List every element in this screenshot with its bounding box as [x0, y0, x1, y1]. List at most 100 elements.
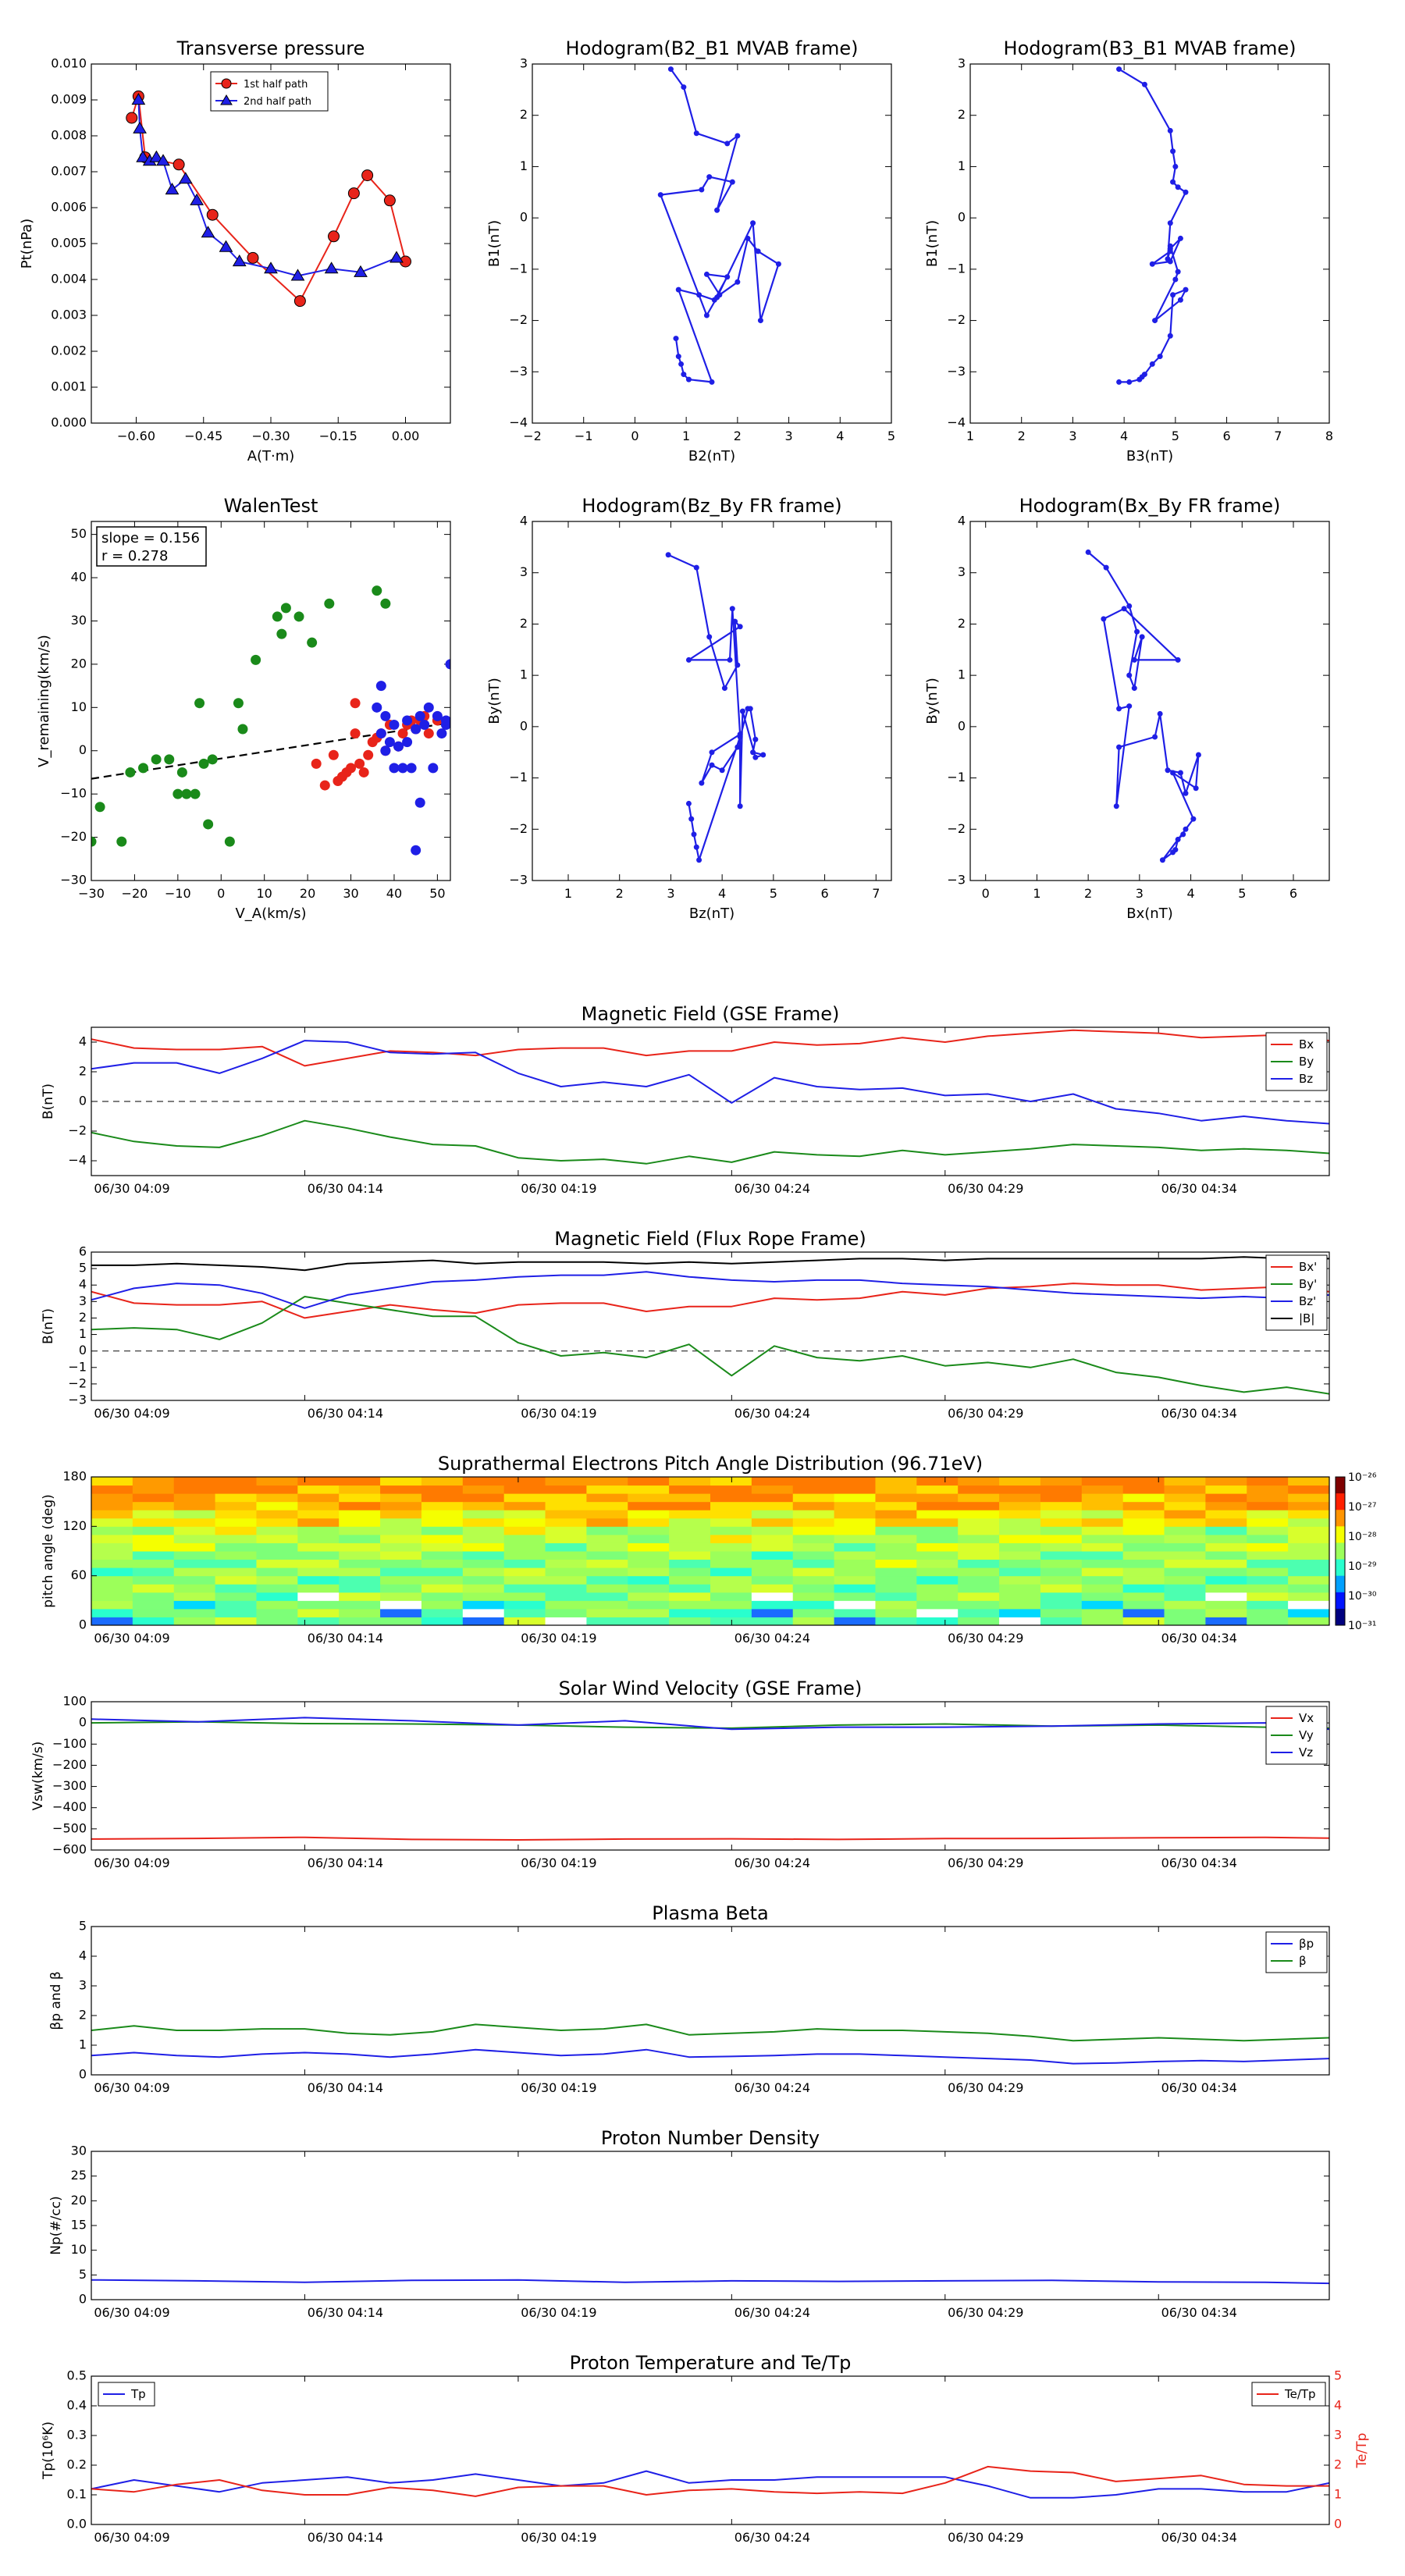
pad-heat-cell — [173, 1501, 216, 1510]
pad-heat-cell — [215, 1526, 257, 1535]
hodogram-bxby-point — [1157, 710, 1163, 717]
pad-heat-cell — [256, 1600, 298, 1610]
beta-chart-ytick-label: 0 — [79, 2067, 87, 2082]
pad-heat-cell — [586, 1600, 628, 1610]
hodogram-bxby-panel: Hodogram(Bx_By FR frame) −3 −2 −1 0 1 2 3 4 0 1 2 3 4… — [924, 495, 1330, 922]
pad-heat-cell — [1247, 1559, 1289, 1568]
pad-heat-cell — [421, 1526, 464, 1535]
pad-heat-cell — [1164, 1485, 1206, 1494]
pad-heat-cell — [91, 1551, 133, 1560]
pad-colorbar-segment — [1336, 1542, 1345, 1560]
pad-heat-cell — [132, 1493, 175, 1503]
mag-fr-chart-ytick-label: 0 — [79, 1343, 87, 1357]
pad-heat-cell — [421, 1600, 464, 1610]
pad-heat-cell — [173, 1493, 216, 1503]
walen-point-green — [307, 637, 318, 648]
hodogram-bxby-point — [1190, 816, 1197, 822]
pad-heat-cell — [1288, 1608, 1330, 1617]
hodogram-bzby-point — [719, 767, 725, 774]
pad-heat-cell — [421, 1617, 464, 1626]
mag-fr-series-Bx — [91, 1283, 1329, 1319]
pad-heat-cell — [628, 1501, 670, 1510]
np-chart-title: Proton Number Density — [601, 2127, 820, 2149]
pad-heat-cell — [710, 1526, 752, 1535]
hodogram-bxby-ylabel: By(nT) — [924, 678, 941, 724]
pad-heat-cell — [669, 1542, 711, 1552]
pad-heat-cell — [132, 1542, 175, 1552]
pad-heat-cell — [916, 1575, 959, 1585]
pad-heat-cell — [1164, 1517, 1206, 1527]
pad-heat-cell — [792, 1575, 835, 1585]
pad-heat-cell — [710, 1493, 752, 1503]
pad-heat-cell — [710, 1592, 752, 1601]
hodogram-b3b1-point — [1172, 276, 1179, 283]
pad-heat-cell — [380, 1485, 422, 1494]
pad-heat-cell — [792, 1592, 835, 1601]
pad-heat-cell — [173, 1592, 216, 1601]
beta-chart-ytick-label: 3 — [79, 1978, 87, 1993]
hodogram-bzby-point — [693, 564, 699, 571]
pad-heat-cell — [875, 1600, 917, 1610]
pad-heat-cell — [586, 1493, 628, 1503]
hodogram-bxby-point — [1175, 836, 1181, 842]
hodogram-b2b1-point — [693, 130, 699, 137]
pad-heat-cell — [669, 1608, 711, 1617]
hodogram-bzby-point — [735, 744, 741, 750]
hodogram-b2b1-ytick-label: 0 — [520, 210, 528, 225]
walen-chart-xtick-label: 0 — [217, 886, 225, 901]
pad-heat-cell — [958, 1608, 1000, 1617]
pad-heat-cell — [545, 1559, 587, 1568]
tp-chart-ytick-label: 0.007 — [51, 164, 87, 179]
pad-heat-cell — [628, 1526, 670, 1535]
pad-heat-cell — [834, 1617, 876, 1626]
pad-heat-cell — [1122, 1493, 1165, 1503]
pad-heat-cell — [91, 1542, 133, 1552]
hodogram-b2b1-xtick-label: −1 — [574, 429, 593, 443]
pad-heat-cell — [91, 1501, 133, 1510]
pad-heat-cell — [751, 1477, 794, 1486]
hodogram-bzby-xtick-label: 1 — [564, 886, 572, 901]
pad-heat-cell — [173, 1584, 216, 1593]
pad-heat-cell — [91, 1592, 133, 1601]
hodogram-b2b1-ytick-label: −1 — [509, 261, 528, 276]
hodogram-b3b1-point — [1167, 220, 1173, 226]
hodogram-bxby-point — [1183, 790, 1189, 796]
pad-heat-cell — [503, 1600, 546, 1610]
pad-heat-cell — [297, 1575, 340, 1585]
pad-heat-cell — [339, 1567, 381, 1577]
pad-ytick-label: 120 — [62, 1518, 87, 1533]
hodogram-b2b1-point — [724, 274, 731, 280]
hodogram-bxby-point — [1159, 857, 1165, 863]
pad-heat-cell — [628, 1542, 670, 1552]
mag-fr-chart-ytick-label: 2 — [79, 1310, 87, 1325]
pad-heat-cell — [421, 1485, 464, 1494]
pad-heat-cell — [834, 1526, 876, 1535]
pad-heat-cell — [1205, 1477, 1247, 1486]
pad-chart-panel: Suprathermal Electrons Pitch Angle Distr… — [41, 1453, 1377, 1646]
pad-heat-cell — [462, 1567, 505, 1577]
pad-heat-cell — [1164, 1501, 1206, 1510]
np-chart-frame — [91, 2151, 1330, 2300]
pad-heat-cell — [834, 1567, 876, 1577]
pad-heat-cell — [710, 1600, 752, 1610]
hodogram-b3b1-point — [1126, 379, 1133, 385]
pad-heat-cell — [875, 1534, 917, 1543]
hodogram-bxby-xtick-label: 4 — [1186, 886, 1194, 901]
pad-heat-cell — [1164, 1542, 1206, 1552]
walen-annotation-box — [96, 526, 207, 567]
pad-heat-cell — [958, 1510, 1000, 1519]
pad-heat-cell — [958, 1493, 1000, 1503]
hodogram-b2b1-xtick-label: 4 — [836, 429, 844, 443]
mag-fr-chart-ytick-label: −1 — [68, 1359, 87, 1374]
pad-heat-cell — [958, 1517, 1000, 1527]
pad-heat-cell — [462, 1559, 505, 1568]
np-chart-ytick-label: 20 — [71, 2193, 87, 2208]
pad-heat-cell — [792, 1510, 835, 1519]
hodogram-b3b1-point — [1167, 333, 1173, 339]
pad-heat-cell — [999, 1542, 1041, 1552]
pad-heat-cell — [1081, 1559, 1124, 1568]
pad-heat-cell — [834, 1575, 876, 1585]
walen-point-green — [198, 758, 209, 769]
walen-point-blue — [428, 763, 439, 774]
hodogram-bzby-xtick-label: 2 — [616, 886, 624, 901]
